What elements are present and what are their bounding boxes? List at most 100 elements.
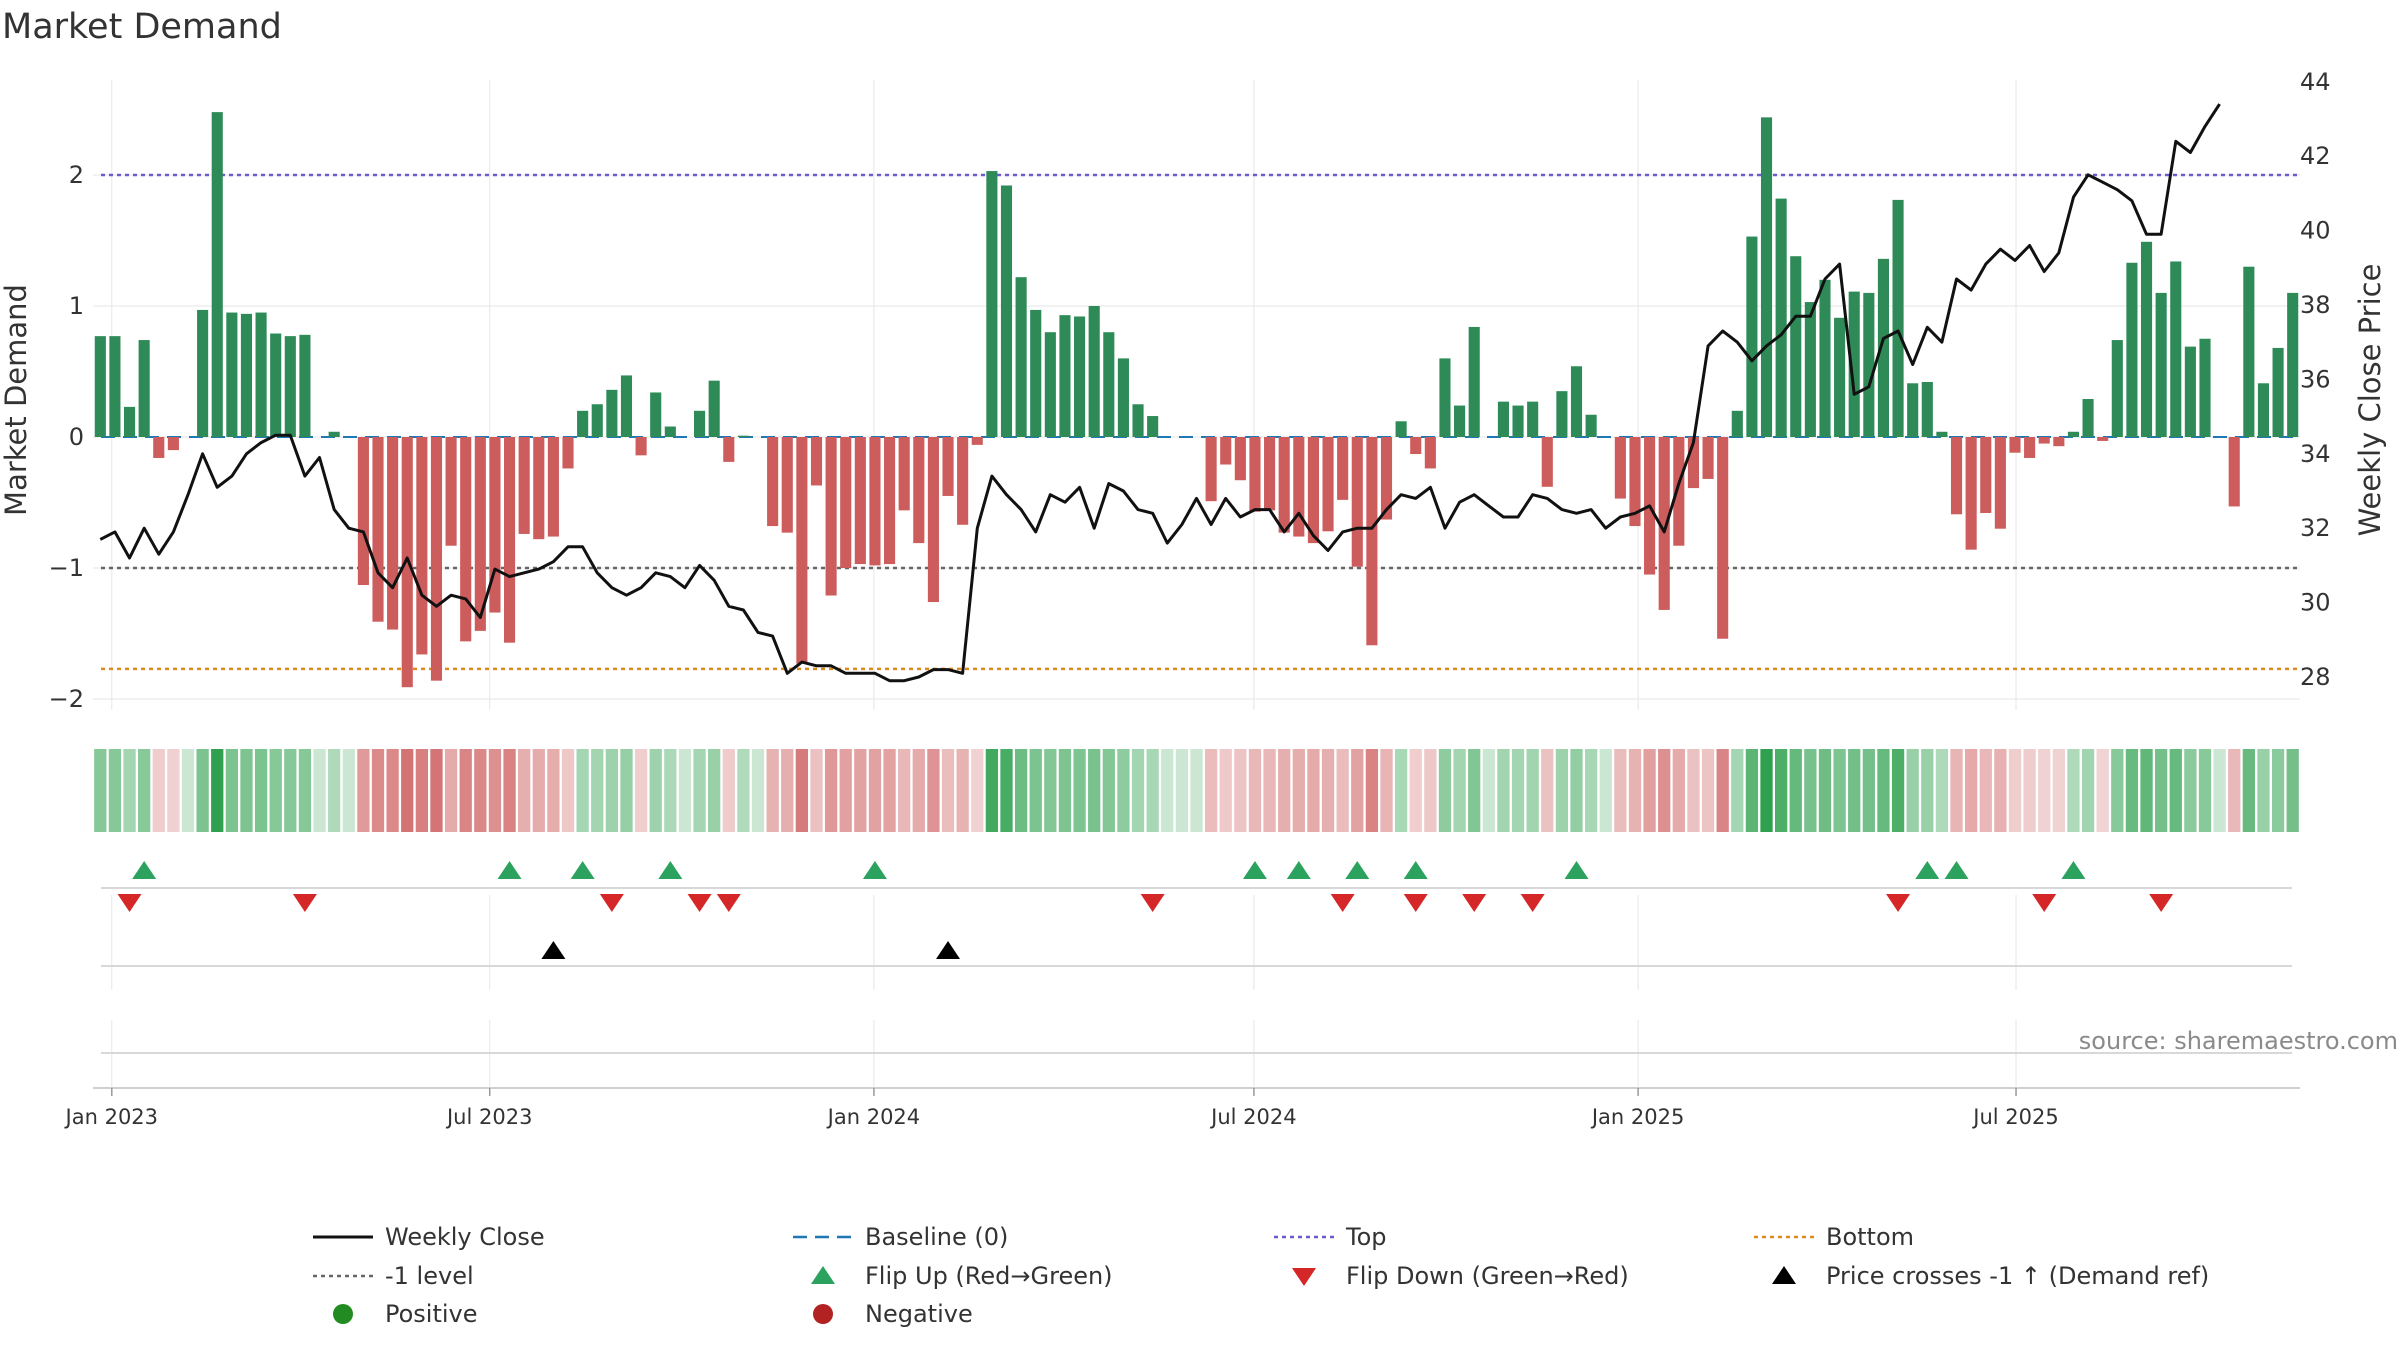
demand-bar (694, 410, 706, 437)
heat-cell (1921, 749, 1934, 832)
heat-cell (503, 749, 516, 832)
demand-bar (255, 312, 267, 437)
heat-cell (1278, 749, 1291, 832)
heat-cell (181, 749, 195, 832)
heat-cell (1424, 749, 1437, 832)
heat-cell (547, 749, 560, 832)
heat-cell (108, 749, 122, 832)
heat-cell (94, 749, 107, 832)
demand-bar (1351, 437, 1363, 567)
heat-cell (649, 749, 662, 832)
heat-cell (1219, 749, 1232, 832)
legend-label: Price crosses -1 ↑ (Demand ref) (1826, 1262, 2209, 1290)
date-tick-label: Jan 2023 (64, 1105, 159, 1129)
demand-bar (620, 375, 633, 437)
demand-bar (1863, 292, 1875, 437)
right-tick-label: 42 (2300, 142, 2331, 170)
heat-cell (1716, 749, 1729, 832)
heat-cell (1891, 749, 1905, 832)
demand-bar (2170, 261, 2182, 437)
source-note: source: sharemaestro.com (2079, 1027, 2398, 1055)
flip-up-marker (862, 861, 887, 879)
heat-cell (1380, 749, 1393, 832)
heat-cell (415, 749, 428, 832)
price-cross-marker (541, 941, 566, 959)
demand-bar (197, 309, 209, 437)
legend-swatch (1772, 1266, 1796, 1284)
heat-cell (357, 749, 370, 832)
demand-bar (1468, 326, 1480, 437)
heat-cell (401, 749, 414, 832)
heat-cell (1307, 749, 1320, 832)
demand-bar (445, 437, 457, 546)
heat-cell (167, 749, 180, 832)
demand-bar (2053, 437, 2065, 447)
legend-item: Negative (813, 1300, 973, 1328)
demand-bar (1629, 437, 1641, 527)
right-tick-label: 32 (2300, 514, 2331, 542)
demand-bar (664, 426, 676, 437)
right-axis: 28 30 32 34 36 38 40 42 44 (2300, 68, 2331, 691)
demand-bar (986, 171, 998, 437)
right-tick-label: 34 (2300, 440, 2331, 468)
demand-bar (2097, 437, 2109, 441)
demand-bar (1117, 358, 1129, 437)
heat-cell (1862, 749, 1875, 832)
demand-bar (153, 437, 165, 458)
heat-cell (298, 749, 312, 832)
demand-bar (767, 437, 779, 527)
heat-cell (971, 749, 984, 832)
heat-cell (591, 749, 604, 832)
heat-cell (634, 749, 648, 832)
demand-bar (240, 313, 253, 437)
legend-label: Bottom (1826, 1223, 1914, 1251)
right-tick-label: 36 (2300, 365, 2331, 393)
demand-bar (1454, 405, 1466, 437)
demand-bar (708, 380, 720, 437)
demand-bar (1790, 256, 1802, 437)
demand-bar (1439, 358, 1451, 437)
heat-cell (1906, 749, 1919, 832)
heat-cell (1511, 749, 1525, 832)
demand-bar (591, 404, 603, 437)
heat-cell (854, 749, 867, 832)
demand-bar (284, 336, 296, 437)
heat-cell (1365, 749, 1379, 832)
heat-cell (956, 749, 969, 832)
heat-cell (1146, 749, 1159, 832)
demand-bar (1497, 401, 1509, 437)
heat-cell (2155, 749, 2168, 832)
demand-bar (2184, 346, 2196, 437)
demand-bar (1103, 332, 1115, 437)
flip-up-marker (1915, 861, 1940, 879)
heat-cell (1687, 749, 1700, 832)
heat-cell (1000, 749, 1013, 832)
heat-cell (474, 749, 487, 832)
heat-cell (1774, 749, 1788, 832)
heat-cell (196, 749, 209, 832)
heat-cell (985, 749, 999, 832)
demand-bar (635, 437, 647, 456)
heat-cell (225, 749, 238, 832)
right-tick-label: 30 (2300, 589, 2331, 617)
heat-cell (1701, 749, 1715, 832)
heat-cell (678, 749, 692, 832)
heat-cell (2228, 749, 2241, 832)
heat-cell (444, 749, 458, 832)
heat-cell (532, 749, 545, 832)
demand-bar (1541, 437, 1553, 487)
grid-layer (93, 80, 2300, 1089)
demand-bar (2024, 437, 2036, 458)
demand-bar (1278, 437, 1290, 533)
heat-cell (254, 749, 268, 832)
demand-bar (2155, 292, 2167, 437)
heat-cell (2111, 749, 2124, 832)
flip-up-marker (570, 861, 595, 879)
heat-cell (810, 749, 823, 832)
heat-cell (240, 749, 253, 832)
heat-cell (459, 749, 472, 832)
flip-up-marker (497, 861, 522, 879)
demand-bar (518, 437, 530, 534)
weekly-close-line-group (99, 103, 2221, 683)
heat-cell (386, 749, 399, 832)
